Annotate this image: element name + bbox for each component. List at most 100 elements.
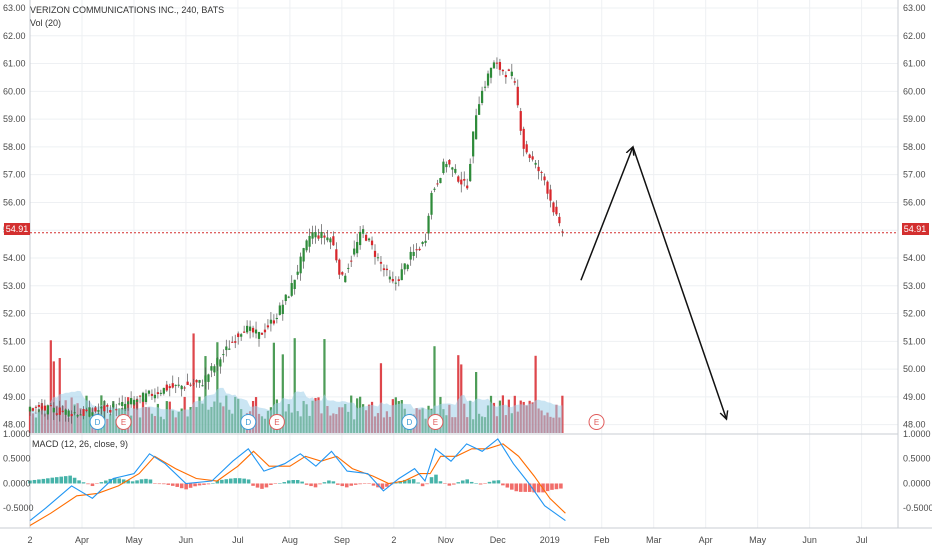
price-tick-label-left: 49.00 <box>3 392 26 402</box>
price-tick-label-right: 62.00 <box>903 31 926 41</box>
candle-body <box>124 403 127 409</box>
candle-body <box>391 278 394 282</box>
time-tick-label: Aug <box>282 535 298 545</box>
candle-body <box>546 181 549 194</box>
macd-histogram-bar <box>429 477 434 484</box>
macd-histogram-bar <box>175 483 180 487</box>
event-badge-circle <box>89 414 106 430</box>
macd-histogram-bar <box>327 480 331 484</box>
candle-body <box>338 259 341 275</box>
price-tick-label-right: 50.00 <box>903 364 926 374</box>
macd-histogram-bar <box>228 478 233 484</box>
macd-histogram-bar <box>32 479 37 484</box>
macd-histogram-bar <box>460 480 465 484</box>
price-tick-label-left: 53.00 <box>3 281 26 291</box>
macd-histogram-bar <box>170 483 175 486</box>
candle-body <box>311 232 314 239</box>
candle-body <box>525 144 528 153</box>
macd-histogram-bar <box>54 477 59 484</box>
price-tick-label-right: 51.00 <box>903 336 926 346</box>
candle-body <box>82 409 85 416</box>
macd-histogram-bar <box>237 478 242 484</box>
event-badge-circle <box>115 414 132 430</box>
candle-body <box>79 414 82 416</box>
candle-body <box>359 231 362 246</box>
candle-body <box>106 404 109 407</box>
macd-histogram-bar <box>77 480 81 484</box>
candle-body <box>248 326 252 331</box>
macd-histogram-bar <box>465 479 469 484</box>
macd-histogram-bar <box>514 483 519 492</box>
candle-body <box>308 235 311 247</box>
volume-bar <box>281 354 284 433</box>
candle-body <box>519 111 522 131</box>
candle-body <box>409 251 412 260</box>
annotation-arrows[interactable] <box>580 147 727 419</box>
candle-body <box>504 75 507 78</box>
macd-histogram-bar <box>260 483 264 489</box>
macd-tick-label-right: 1.0000 <box>903 429 931 439</box>
candle-body <box>549 189 552 201</box>
candle-body <box>454 168 457 173</box>
time-tick-label: Mar <box>646 535 662 545</box>
macd-histogram-bar <box>474 483 478 484</box>
candle-body <box>138 395 142 397</box>
macd-histogram-bar <box>50 477 55 484</box>
time-tick-label: Jul <box>856 535 868 545</box>
macd-histogram-bar <box>340 483 345 487</box>
candle-body <box>67 410 70 417</box>
macd-histogram-bar <box>255 483 260 488</box>
event-badge-circle <box>401 414 418 430</box>
candle-body <box>463 179 466 181</box>
macd-histogram-bar <box>344 483 349 488</box>
candle-body <box>204 375 207 382</box>
candle-body <box>55 413 58 415</box>
macd-histogram-bar <box>545 483 550 492</box>
candle-body <box>186 381 189 385</box>
candle-body <box>180 385 183 390</box>
price-tick-label-right: 49.00 <box>903 392 926 402</box>
macd-histogram-bar <box>90 483 95 487</box>
macd-histogram-bar <box>220 479 224 484</box>
price-tick-label-left: 56.00 <box>3 197 26 207</box>
macd-tick-label-right: 0.5000 <box>903 454 931 464</box>
macd-histogram-bar <box>394 482 398 484</box>
candle-body <box>364 234 368 241</box>
candle-body <box>43 405 46 411</box>
candle-body <box>513 81 516 83</box>
macd-tick-label-right: -0.5000 <box>903 503 932 513</box>
candle-body <box>115 409 118 411</box>
candle-body <box>73 412 76 414</box>
candle-body <box>421 242 424 245</box>
volume-bars <box>28 333 564 433</box>
candle-body <box>329 238 332 243</box>
candle-body <box>394 282 397 284</box>
candle-body <box>469 163 472 182</box>
candle-body <box>147 390 151 394</box>
macd-tick-label-left: 0.5000 <box>3 454 31 464</box>
candle-body <box>284 294 287 302</box>
macd-histogram-bar <box>130 481 135 484</box>
candle-body <box>477 104 481 115</box>
candle-body <box>70 413 73 417</box>
candle-body <box>266 325 270 328</box>
candle-body <box>436 183 439 185</box>
candle-body <box>367 238 371 241</box>
candle-body <box>451 167 454 170</box>
macd-histogram-bar <box>483 483 487 484</box>
macd-histogram-bar <box>478 483 483 485</box>
volume-bar <box>433 346 436 433</box>
candle-body <box>272 320 275 324</box>
candle-body <box>537 166 540 172</box>
macd-histogram-bar <box>501 483 505 486</box>
macd-histogram-bar <box>469 481 474 484</box>
candle-body <box>192 383 195 385</box>
time-tick-label: 2 <box>27 535 32 545</box>
macd-histogram-bar <box>496 480 501 484</box>
macd-histogram-bar <box>28 480 32 484</box>
macd-histogram-bar <box>322 482 327 484</box>
price-tick-label-left: 48.00 <box>3 420 26 430</box>
price-tick-label-right: 63.00 <box>903 3 926 13</box>
